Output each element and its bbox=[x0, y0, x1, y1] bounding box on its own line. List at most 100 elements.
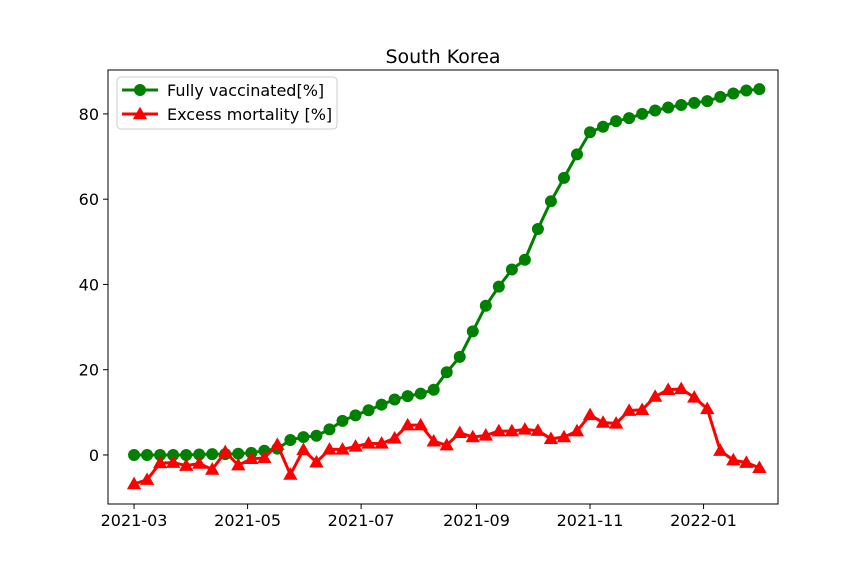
legend-marker-series-2 bbox=[132, 106, 148, 120]
series-1-point bbox=[492, 280, 505, 293]
series-1-point bbox=[349, 409, 362, 422]
series-2-point bbox=[621, 403, 637, 416]
series-2-point bbox=[504, 423, 520, 437]
series-2-point bbox=[726, 452, 741, 466]
series-2-point bbox=[165, 455, 181, 468]
series-1-point bbox=[206, 448, 219, 461]
series-1-point bbox=[688, 96, 701, 109]
series-2-point bbox=[179, 458, 194, 471]
series-2-point bbox=[752, 460, 767, 473]
x-tick-label: 2022-01 bbox=[670, 511, 737, 530]
legend-box bbox=[116, 76, 338, 130]
series-2-point bbox=[713, 443, 728, 456]
series-2-point bbox=[543, 431, 559, 444]
series-1-point bbox=[584, 126, 597, 139]
series-1-point bbox=[610, 115, 623, 128]
legend-label-series-1: Fully vaccinated[%] bbox=[167, 81, 324, 100]
series-1-point bbox=[414, 387, 427, 400]
series-2-point bbox=[231, 457, 246, 471]
series-2-point bbox=[465, 429, 480, 443]
series-2-point bbox=[283, 467, 298, 480]
series-1-point bbox=[375, 398, 388, 411]
series-2-point bbox=[192, 456, 207, 469]
series-2-point bbox=[270, 437, 285, 450]
series-2-point bbox=[139, 472, 155, 485]
series-1-point bbox=[297, 431, 310, 444]
series-2-point bbox=[687, 390, 702, 403]
series-2-point bbox=[361, 436, 376, 449]
series-2-point bbox=[700, 401, 715, 415]
y-tick-label: 0 bbox=[89, 446, 99, 465]
series-2-point bbox=[661, 382, 676, 395]
series-1-point bbox=[623, 112, 636, 125]
y-tick-label: 20 bbox=[79, 361, 99, 380]
series-1-point bbox=[557, 171, 570, 184]
series-1-point bbox=[284, 434, 297, 447]
series-1-point bbox=[466, 325, 479, 338]
series-1-point bbox=[440, 366, 453, 379]
x-tick-label: 2021-09 bbox=[443, 511, 510, 530]
x-tick-label: 2021-05 bbox=[214, 511, 281, 530]
series-1-line bbox=[134, 87, 760, 457]
legend-marker-series-1 bbox=[134, 84, 146, 96]
series-2-point bbox=[634, 402, 650, 416]
series-2-point bbox=[556, 429, 572, 443]
y-tick-label: 80 bbox=[79, 105, 99, 124]
series-1-point bbox=[649, 104, 662, 117]
series-1-point bbox=[336, 414, 349, 427]
y-tick-label: 60 bbox=[79, 190, 99, 209]
series-2-point bbox=[218, 444, 233, 458]
series-2-point bbox=[439, 437, 454, 451]
series-1-point bbox=[544, 195, 557, 208]
series-1-point bbox=[675, 98, 688, 111]
series-2-point bbox=[517, 422, 533, 435]
series-2-point bbox=[582, 407, 598, 421]
series-1-point bbox=[141, 448, 154, 461]
series-2-point bbox=[374, 436, 389, 449]
plot-area bbox=[126, 83, 767, 490]
series-2-point bbox=[530, 423, 546, 436]
series-2-point bbox=[452, 425, 467, 439]
series-2-point bbox=[608, 416, 624, 429]
axes: 2021-03 2021-05 2021-07 2021-09 2021-11 2022-… bbox=[79, 69, 779, 530]
x-tick-label: 2021-03 bbox=[101, 511, 168, 530]
x-tick-label: 2021-11 bbox=[557, 511, 624, 530]
series-1-point bbox=[727, 87, 740, 100]
series-2-point bbox=[400, 417, 415, 431]
series-2-point bbox=[674, 381, 689, 395]
series-1-point bbox=[571, 148, 583, 161]
series-1-point bbox=[714, 90, 727, 103]
series-2-point bbox=[491, 423, 506, 437]
series-2-point bbox=[257, 450, 272, 464]
series-2-point bbox=[413, 417, 428, 431]
series-2-point bbox=[126, 476, 142, 490]
series-2-point bbox=[309, 454, 324, 468]
series-1-point bbox=[401, 390, 414, 403]
series-2-point bbox=[244, 451, 259, 465]
series-2-line bbox=[133, 387, 760, 486]
series-1-point bbox=[597, 120, 610, 133]
series-1-point bbox=[662, 101, 675, 114]
series-1-point bbox=[531, 223, 544, 236]
series-1-point bbox=[362, 404, 375, 417]
series-1-point bbox=[310, 429, 323, 442]
series-2-point bbox=[335, 442, 350, 455]
series-1-point bbox=[701, 95, 714, 108]
series-2-point bbox=[739, 455, 754, 468]
series-1-point bbox=[479, 299, 492, 312]
series-2-point bbox=[152, 455, 168, 469]
series-2-point bbox=[322, 442, 337, 455]
series-1-point bbox=[388, 393, 401, 406]
series-2-point bbox=[296, 442, 311, 456]
series-1-point bbox=[453, 350, 466, 363]
series-2-point bbox=[205, 462, 220, 475]
series-2-point bbox=[478, 428, 493, 441]
series-2-point bbox=[595, 415, 611, 428]
series-2-point bbox=[387, 431, 402, 444]
plot-frame bbox=[107, 69, 779, 505]
series-1-point bbox=[232, 447, 245, 460]
legend-label-series-2: Excess mortality [%] bbox=[167, 105, 332, 124]
series-1-point bbox=[740, 84, 753, 97]
